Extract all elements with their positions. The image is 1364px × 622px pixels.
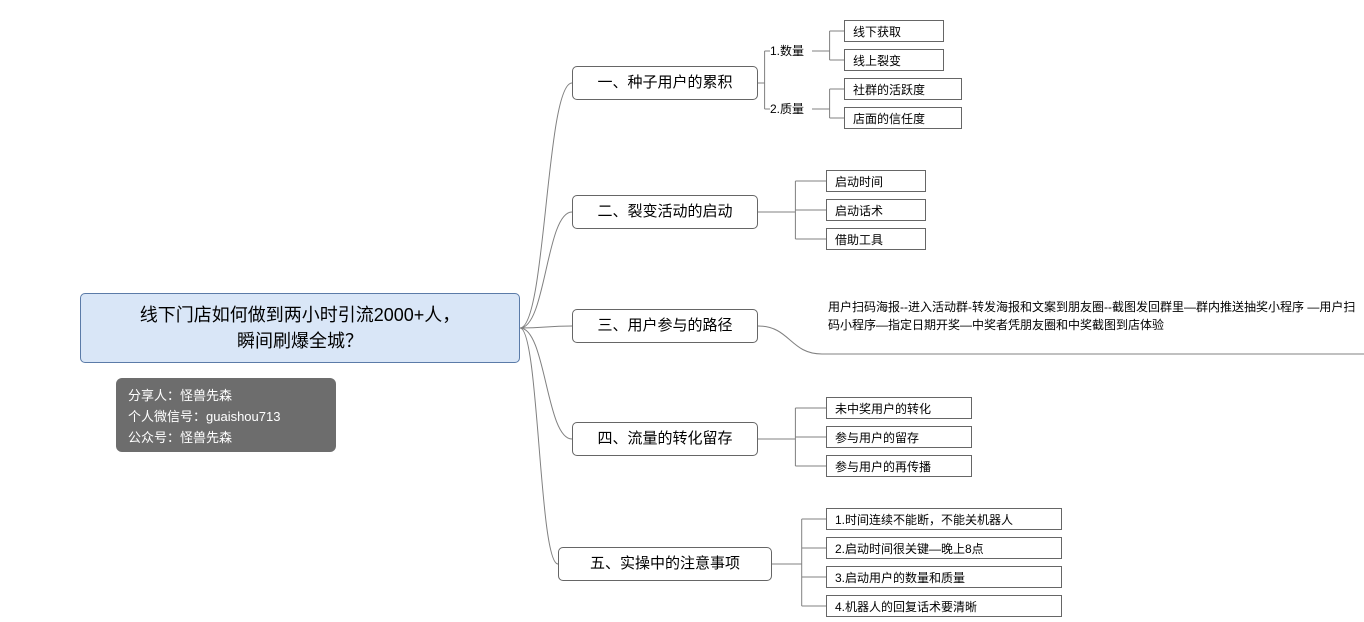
branch-label: 一、种子用户的累积: [597, 72, 732, 94]
leaf-node: 未中奖用户的转化: [826, 397, 972, 419]
leaf-label: 参与用户的再传播: [835, 458, 931, 475]
sub-label: 1.数量: [770, 42, 804, 59]
leaf-node: 1.时间连续不能断，不能关机器人: [826, 508, 1062, 530]
note-line: 公众号：怪兽先森: [128, 428, 324, 449]
branch-label: 五、实操中的注意事项: [590, 553, 740, 575]
branch-node: 五、实操中的注意事项: [558, 547, 772, 581]
leaf-label: 1.时间连续不能断，不能关机器人: [835, 511, 1013, 528]
branch-node: 四、流量的转化留存: [572, 422, 758, 456]
leaf-node: 2.启动时间很关键—晚上8点: [826, 537, 1062, 559]
leaf-label: 未中奖用户的转化: [835, 400, 931, 417]
branch-label: 二、裂变活动的启动: [597, 201, 732, 223]
leaf-label: 借助工具: [835, 231, 883, 248]
leaf-label: 参与用户的留存: [835, 429, 919, 446]
leaf-label: 线上裂变: [853, 52, 901, 69]
leaf-node: 4.机器人的回复话术要清晰: [826, 595, 1062, 617]
branch-node: 三、用户参与的路径: [572, 309, 758, 343]
leaf-node: 借助工具: [826, 228, 926, 250]
branch-node: 一、种子用户的累积: [572, 66, 758, 100]
leaf-node: 参与用户的再传播: [826, 455, 972, 477]
branch-label: 四、流量的转化留存: [597, 428, 732, 450]
leaf-label: 启动时间: [835, 173, 883, 190]
leaf-node: 参与用户的留存: [826, 426, 972, 448]
leaf-label: 2.启动时间很关键—晚上8点: [835, 540, 984, 557]
note-line: 分享人：怪兽先森: [128, 386, 324, 407]
branch-label: 三、用户参与的路径: [597, 315, 732, 337]
leaf-node: 启动时间: [826, 170, 926, 192]
leaf-node: 启动话术: [826, 199, 926, 221]
note-box: 分享人：怪兽先森个人微信号：guaishou713公众号：怪兽先森: [116, 378, 336, 452]
leaf-node: 店面的信任度: [844, 107, 962, 129]
paragraph-leaf: 用户扫码海报--进入活动群-转发海报和文案到朋友圈--截图发回群里—群内推送抽奖…: [828, 298, 1358, 334]
leaf-label: 店面的信任度: [853, 110, 925, 127]
sub-label: 2.质量: [770, 100, 804, 117]
leaf-node: 社群的活跃度: [844, 78, 962, 100]
root-line2: 瞬间刷爆全城？: [237, 331, 363, 351]
leaf-node: 线下获取: [844, 20, 944, 42]
note-line: 个人微信号：guaishou713: [128, 407, 324, 428]
leaf-label: 社群的活跃度: [853, 81, 925, 98]
leaf-label: 3.启动用户的数量和质量: [835, 569, 965, 586]
root-node: 线下门店如何做到两小时引流2000+人， 瞬间刷爆全城？: [80, 293, 520, 363]
leaf-label: 启动话术: [835, 202, 883, 219]
branch-node: 二、裂变活动的启动: [572, 195, 758, 229]
root-line1: 线下门店如何做到两小时引流2000+人，: [140, 305, 461, 325]
leaf-label: 线下获取: [853, 23, 901, 40]
leaf-node: 3.启动用户的数量和质量: [826, 566, 1062, 588]
leaf-label: 4.机器人的回复话术要清晰: [835, 598, 977, 615]
leaf-node: 线上裂变: [844, 49, 944, 71]
